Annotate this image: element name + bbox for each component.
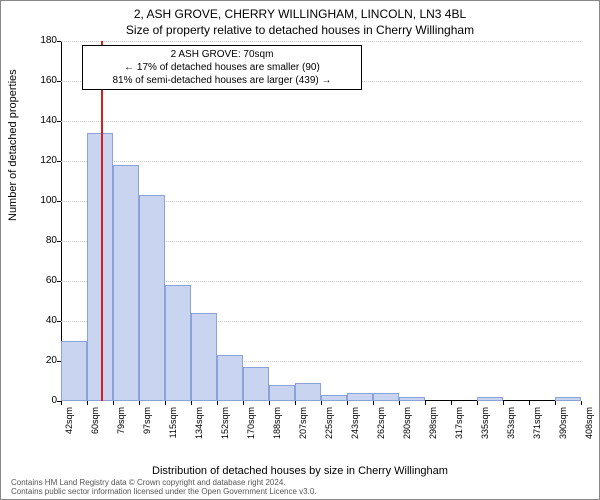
x-tick-label: 115sqm <box>168 407 178 457</box>
chart-title-line2: Size of property relative to detached ho… <box>1 23 599 37</box>
y-axis-label: Number of detached properties <box>7 69 19 221</box>
x-tick-label: 298sqm <box>428 407 438 457</box>
y-tick <box>57 161 61 162</box>
histogram-bar <box>555 397 581 401</box>
x-tick-label: 335sqm <box>480 407 490 457</box>
x-axis-label: Distribution of detached houses by size … <box>1 465 599 477</box>
x-tick <box>503 401 504 405</box>
callout-line2: ← 17% of detached houses are smaller (90… <box>89 61 355 74</box>
histogram-bar <box>347 393 373 401</box>
x-tick-label: 225sqm <box>324 407 334 457</box>
x-tick-label: 243sqm <box>350 407 360 457</box>
x-tick-label: 79sqm <box>116 407 126 457</box>
histogram-bar <box>191 313 217 401</box>
x-tick-label: 60sqm <box>90 407 100 457</box>
y-tick-label: 100 <box>27 195 57 206</box>
histogram-bar <box>113 165 139 401</box>
x-tick <box>87 401 88 405</box>
x-tick-label: 97sqm <box>142 407 152 457</box>
grid-line <box>61 161 581 162</box>
histogram-bar <box>295 383 321 401</box>
y-tick-label: 120 <box>27 155 57 166</box>
histogram-bar <box>61 341 87 401</box>
x-tick-label: 262sqm <box>376 407 386 457</box>
x-tick <box>529 401 530 405</box>
grid-line <box>61 121 581 122</box>
chart-title-line1: 2, ASH GROVE, CHERRY WILLINGHAM, LINCOLN… <box>1 7 599 21</box>
histogram-bar <box>373 393 399 401</box>
x-tick-label: 170sqm <box>246 407 256 457</box>
reference-line <box>101 41 103 401</box>
histogram-bar <box>243 367 269 401</box>
x-tick <box>165 401 166 405</box>
y-tick-label: 180 <box>27 35 57 46</box>
y-tick <box>57 81 61 82</box>
histogram-bar <box>165 285 191 401</box>
x-tick <box>295 401 296 405</box>
footer-line2: Contains public sector information licen… <box>11 488 317 497</box>
x-tick-label: 280sqm <box>402 407 412 457</box>
y-tick-label: 80 <box>27 235 57 246</box>
x-tick <box>581 401 582 405</box>
x-tick <box>269 401 270 405</box>
y-tick-label: 0 <box>27 395 57 406</box>
x-tick-label: 317sqm <box>454 407 464 457</box>
x-tick <box>373 401 374 405</box>
x-tick <box>477 401 478 405</box>
plot-area: 02040608010012014016018042sqm60sqm79sqm9… <box>61 41 581 401</box>
x-tick <box>243 401 244 405</box>
x-tick-label: 390sqm <box>558 407 568 457</box>
callout-line3: 81% of semi-detached houses are larger (… <box>89 74 355 87</box>
x-tick-label: 408sqm <box>584 407 594 457</box>
x-tick <box>425 401 426 405</box>
x-tick-label: 353sqm <box>506 407 516 457</box>
histogram-bar <box>477 397 503 401</box>
y-tick <box>57 281 61 282</box>
histogram-bar <box>217 355 243 401</box>
y-tick <box>57 321 61 322</box>
histogram-bar <box>321 395 347 401</box>
y-tick <box>57 121 61 122</box>
y-tick-label: 40 <box>27 315 57 326</box>
x-tick <box>217 401 218 405</box>
histogram-bar <box>269 385 295 401</box>
x-tick-label: 152sqm <box>220 407 230 457</box>
x-tick-label: 371sqm <box>532 407 542 457</box>
x-tick <box>555 401 556 405</box>
x-tick <box>61 401 62 405</box>
x-tick <box>191 401 192 405</box>
y-tick <box>57 201 61 202</box>
y-tick-label: 60 <box>27 275 57 286</box>
x-tick-label: 188sqm <box>272 407 282 457</box>
grid-line <box>61 41 581 42</box>
y-tick <box>57 241 61 242</box>
x-tick-label: 42sqm <box>64 407 74 457</box>
y-tick-label: 20 <box>27 355 57 366</box>
x-tick <box>139 401 140 405</box>
x-tick <box>451 401 452 405</box>
histogram-bar <box>399 397 425 401</box>
x-tick-label: 134sqm <box>194 407 204 457</box>
x-tick <box>399 401 400 405</box>
chart-container: 2, ASH GROVE, CHERRY WILLINGHAM, LINCOLN… <box>0 0 600 500</box>
y-tick <box>57 41 61 42</box>
x-tick-label: 207sqm <box>298 407 308 457</box>
x-tick <box>113 401 114 405</box>
callout-line1: 2 ASH GROVE: 70sqm <box>89 48 355 61</box>
histogram-bar <box>139 195 165 401</box>
chart-footer: Contains HM Land Registry data © Crown c… <box>11 479 317 497</box>
x-tick <box>321 401 322 405</box>
y-tick-label: 160 <box>27 75 57 86</box>
callout-box: 2 ASH GROVE: 70sqm ← 17% of detached hou… <box>82 45 362 90</box>
y-tick-label: 140 <box>27 115 57 126</box>
x-tick <box>347 401 348 405</box>
